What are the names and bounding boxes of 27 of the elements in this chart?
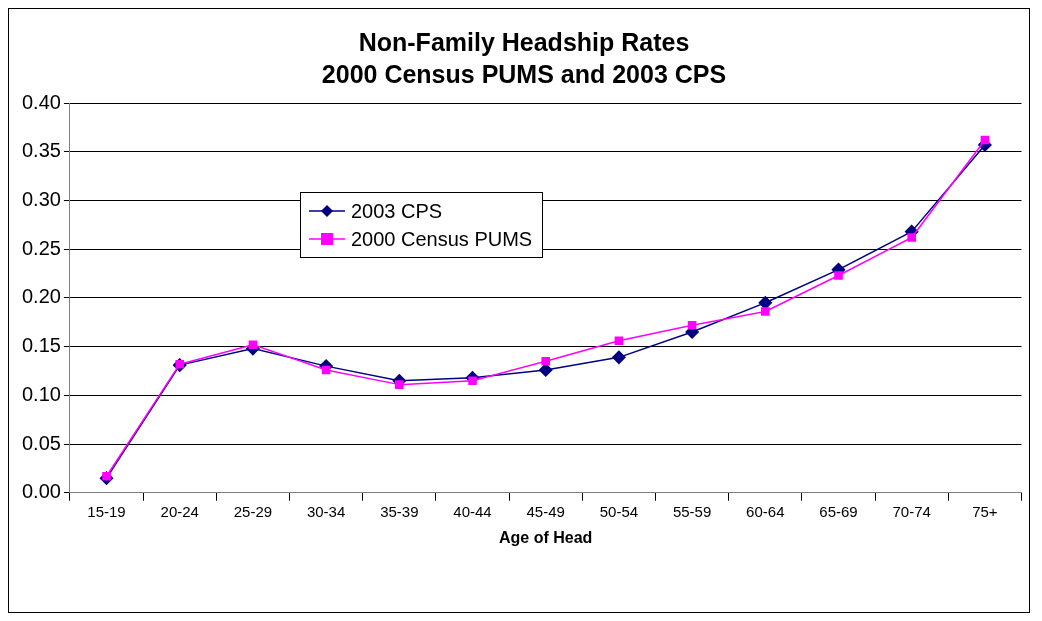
x-tick-label: 40-44 — [453, 502, 492, 520]
y-tick-label: 0.05 — [21, 431, 61, 454]
x-tick-label: 20-24 — [160, 502, 199, 520]
x-tick-label: 15-19 — [87, 502, 126, 520]
legend-label: 2000 Census PUMS — [351, 227, 533, 252]
y-tick-label: 0.30 — [21, 187, 61, 210]
x-tick-label: 75+ — [972, 502, 998, 520]
x-tick-label: 45-49 — [526, 502, 565, 520]
y-tick-label: 0.10 — [21, 382, 61, 405]
x-tick-label: 35-39 — [380, 502, 419, 520]
chart-subtitle: 2000 Census PUMS and 2003 CPS — [321, 59, 727, 88]
y-tick-label: 0.25 — [21, 236, 61, 259]
x-tick-label: 60-64 — [746, 502, 785, 520]
x-tick-label: 25-29 — [233, 502, 273, 520]
y-tick-label: 0.00 — [21, 480, 61, 503]
y-tick-label: 0.35 — [21, 139, 61, 162]
y-tick-label: 0.15 — [21, 334, 61, 357]
y-tick-label: 0.20 — [21, 285, 61, 308]
legend-label: 2003 CPS — [351, 199, 443, 224]
x-tick-label: 65-69 — [819, 502, 858, 520]
x-tick-label: 70-74 — [892, 502, 931, 520]
x-tick-label: 50-54 — [599, 502, 639, 520]
x-tick-label: 30-34 — [306, 502, 346, 520]
y-tick-label: 0.40 — [21, 90, 61, 113]
x-tick-label: 55-59 — [672, 502, 712, 520]
chart-title: Non-Family Headship Rates — [358, 27, 690, 56]
x-axis-title: Age of Head — [499, 528, 593, 546]
